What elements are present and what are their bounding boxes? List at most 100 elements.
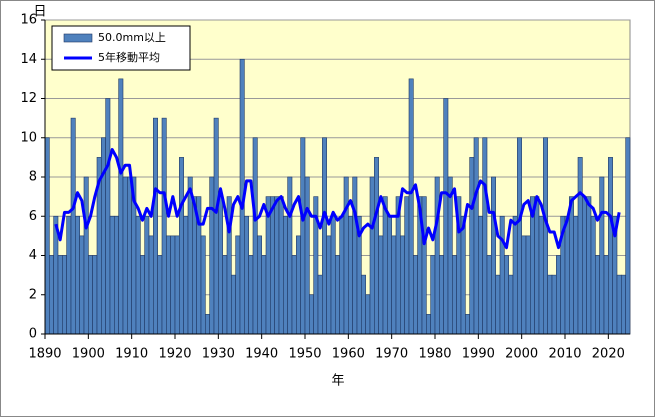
bar	[170, 235, 176, 335]
bar	[209, 176, 215, 335]
bar	[62, 255, 67, 335]
bar	[122, 176, 128, 335]
legend-label: 5年移動平均	[98, 50, 160, 64]
bar	[365, 294, 371, 335]
bar	[92, 255, 98, 335]
y-tick-label: 0	[29, 327, 37, 342]
bar	[213, 117, 219, 335]
bar	[486, 255, 492, 335]
bar	[434, 176, 440, 335]
legend: 50.0mm以上 5年移動平均	[51, 25, 191, 71]
bar	[482, 137, 488, 335]
y-tick-label: 4	[29, 248, 37, 263]
bar	[608, 157, 613, 335]
bar	[135, 215, 141, 335]
bar	[49, 255, 54, 335]
bar	[200, 235, 206, 335]
bar	[278, 196, 284, 335]
x-tick-label: 1990	[462, 347, 495, 362]
bar	[148, 235, 154, 335]
bar	[378, 235, 384, 335]
bar	[317, 274, 323, 335]
bar	[499, 215, 505, 335]
bar	[304, 176, 310, 335]
x-tick-label: 2000	[505, 347, 538, 362]
x-tick-label: 1980	[418, 347, 451, 362]
bar	[586, 196, 592, 335]
bar	[261, 255, 267, 335]
bar	[517, 137, 522, 335]
bar	[387, 215, 392, 335]
bar	[330, 215, 336, 335]
bar	[231, 274, 236, 335]
bar	[413, 255, 418, 335]
legend-label: 50.0mm以上	[98, 31, 166, 44]
bar	[599, 176, 605, 335]
bar	[235, 235, 241, 335]
bar	[44, 137, 50, 335]
bar	[595, 255, 600, 335]
bar	[270, 196, 275, 335]
bar	[564, 215, 570, 335]
y-tick-label: 16	[20, 13, 37, 28]
bar	[374, 157, 379, 335]
bar	[57, 255, 63, 335]
bar	[621, 274, 626, 335]
bar	[326, 235, 332, 335]
bar	[478, 215, 483, 335]
bar	[369, 176, 375, 335]
bar	[547, 274, 553, 335]
bar	[521, 235, 527, 335]
bar	[551, 274, 557, 335]
x-tick-label: 1890	[28, 347, 61, 362]
moving-average-line	[54, 148, 621, 250]
bar	[101, 137, 106, 335]
bar	[79, 235, 85, 335]
bar	[339, 215, 345, 335]
bar	[257, 235, 262, 335]
y-tick-label: 10	[20, 130, 37, 145]
bar	[140, 255, 145, 335]
bar	[430, 255, 436, 335]
y-tick-label: 2	[29, 287, 37, 302]
bar	[404, 196, 410, 335]
y-tick-label: 14	[20, 52, 37, 67]
bar	[577, 157, 583, 335]
bar	[300, 137, 306, 335]
bar	[127, 176, 132, 335]
bar	[426, 314, 431, 335]
bar	[504, 255, 509, 335]
bar	[625, 137, 631, 335]
bar	[460, 215, 466, 335]
x-axis-label: 年	[331, 374, 344, 389]
y-tick-label: 6	[29, 209, 37, 224]
bar	[309, 294, 314, 335]
bar	[105, 98, 111, 335]
bar	[616, 274, 622, 335]
y-tick-label: 8	[29, 170, 37, 185]
bar	[343, 176, 349, 335]
y-tick-label: 12	[20, 91, 37, 106]
bar	[88, 255, 93, 335]
bar	[335, 255, 340, 335]
x-tick-label: 2020	[592, 347, 625, 362]
bar	[573, 215, 579, 335]
bar	[408, 78, 414, 335]
x-tick-label: 1940	[245, 347, 278, 362]
x-tick-label: 1950	[288, 347, 321, 362]
bar	[465, 314, 470, 335]
bar	[543, 137, 548, 335]
bar	[166, 235, 171, 335]
bar	[391, 235, 397, 335]
bar	[348, 215, 353, 335]
bar	[603, 255, 609, 335]
bar	[179, 157, 184, 335]
bar	[556, 255, 561, 335]
bar	[452, 255, 457, 335]
x-tick-label: 1960	[332, 347, 365, 362]
bar	[400, 235, 405, 335]
bar	[538, 215, 544, 335]
bar	[153, 117, 158, 335]
bar	[590, 215, 596, 335]
